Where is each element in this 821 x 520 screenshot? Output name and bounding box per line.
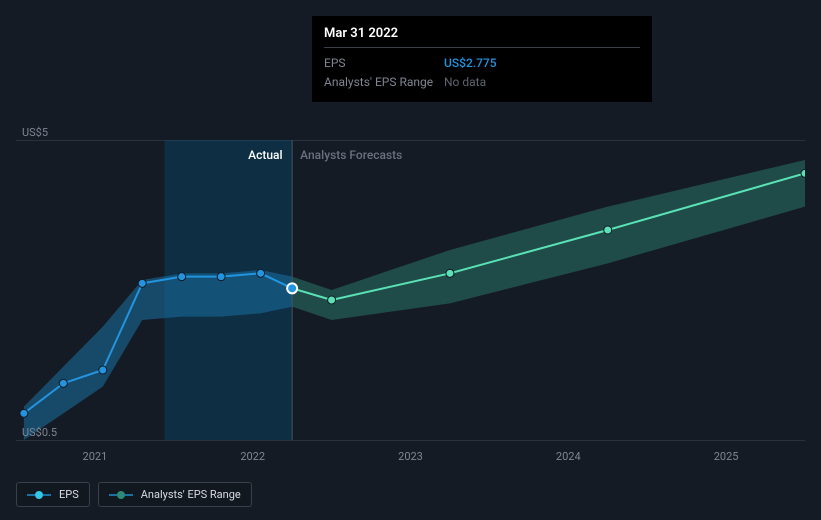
tooltip: Mar 31 2022 EPS US$2.775 Analysts' EPS R… — [312, 16, 652, 102]
region-label-forecast: Analysts Forecasts — [300, 148, 402, 162]
legend-label: Analysts' EPS Range — [141, 488, 241, 501]
tooltip-value: No data — [444, 73, 486, 92]
legend-item-range[interactable]: Analysts' EPS Range — [98, 482, 252, 507]
legend-swatch-icon — [27, 491, 51, 499]
y-axis-label: US$0.5 — [22, 426, 57, 439]
y-axis-label: US$5 — [22, 126, 48, 139]
x-axis-label: 2021 — [83, 450, 108, 463]
tooltip-date: Mar 31 2022 — [324, 26, 640, 41]
tooltip-value: US$2.775 — [444, 54, 497, 73]
x-axis-label: 2023 — [398, 450, 423, 463]
gridline — [16, 440, 805, 441]
chart-svg — [16, 140, 805, 440]
x-axis-label: 2024 — [556, 450, 581, 463]
legend-swatch-icon — [109, 491, 133, 499]
tooltip-divider — [324, 47, 640, 48]
legend: EPS Analysts' EPS Range — [16, 482, 252, 507]
region-label-actual: Actual — [248, 148, 282, 162]
legend-label: EPS — [59, 488, 79, 501]
x-axis-label: 2025 — [714, 450, 739, 463]
tooltip-label: Analysts' EPS Range — [324, 73, 444, 92]
tooltip-label: EPS — [324, 54, 444, 73]
x-axis-label: 2022 — [240, 450, 265, 463]
legend-item-eps[interactable]: EPS — [16, 482, 90, 507]
tooltip-row-range: Analysts' EPS Range No data — [324, 73, 640, 92]
tooltip-row-eps: EPS US$2.775 — [324, 54, 640, 73]
